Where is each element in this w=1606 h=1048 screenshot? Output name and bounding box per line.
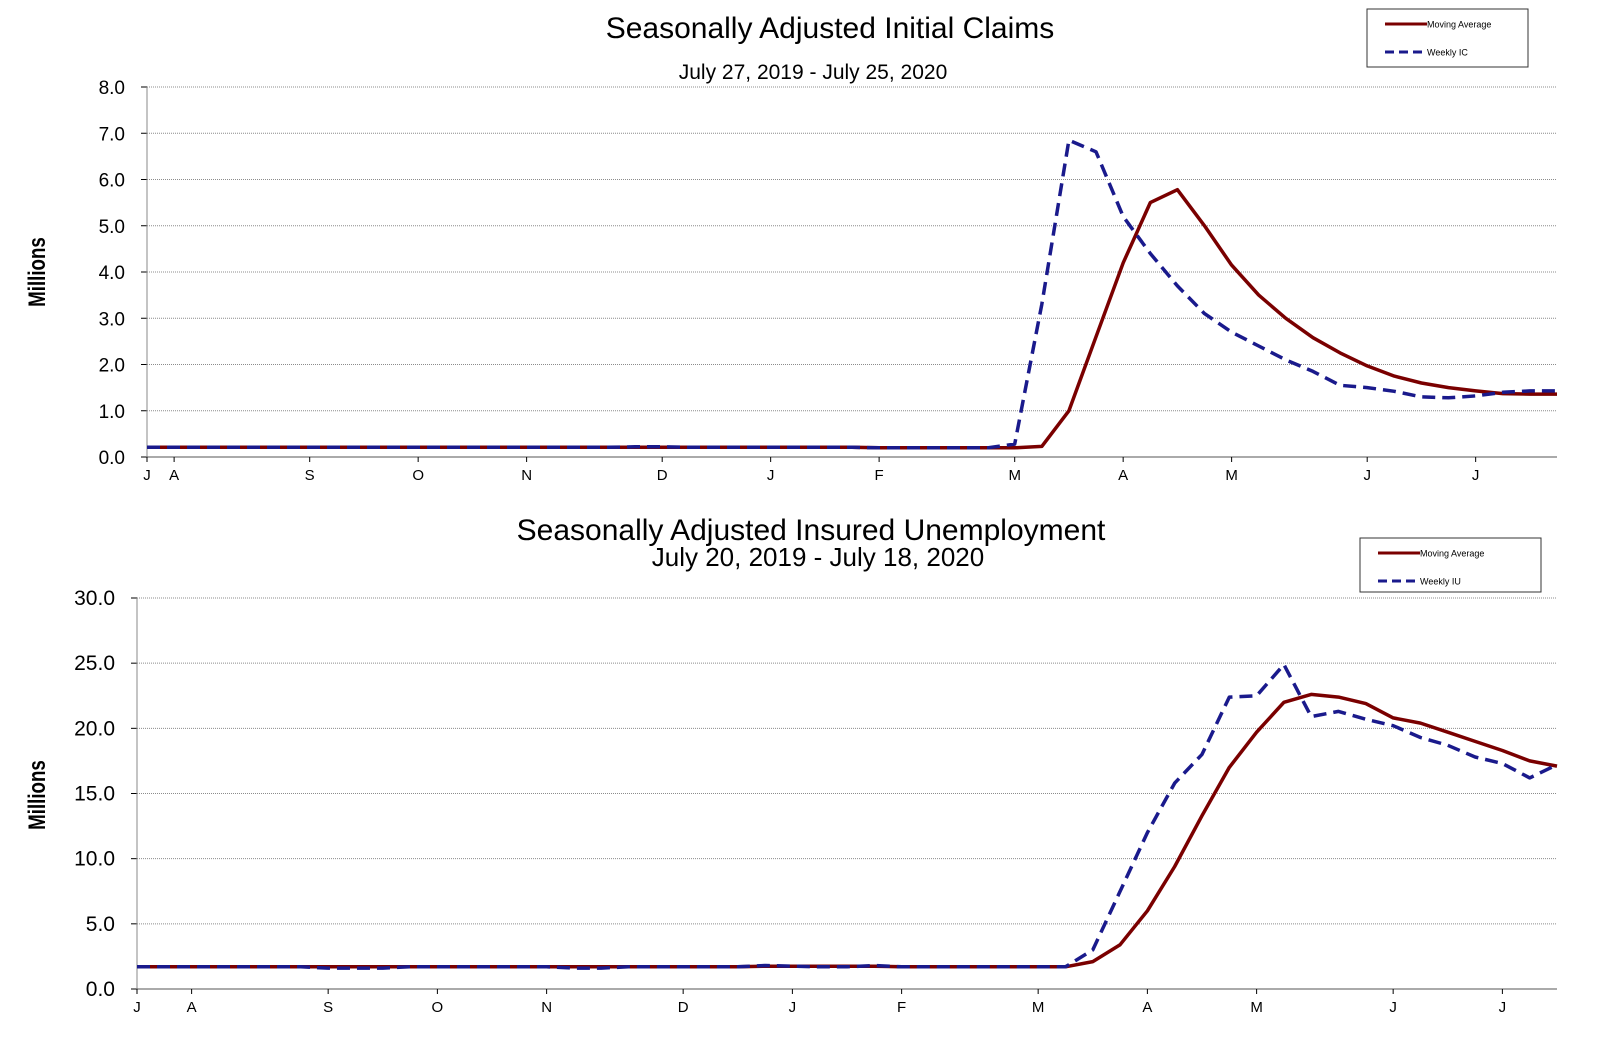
data-point xyxy=(1122,215,1125,218)
legend-label: Moving Average xyxy=(1427,20,1491,30)
y-axis-label: Millions xyxy=(24,760,51,830)
y-tick-label: 8.0 xyxy=(99,78,125,99)
x-tick-label: O xyxy=(412,467,424,484)
y-tick-label: 10.0 xyxy=(74,848,115,871)
chart-panel-2: Seasonally Adjusted Insured Unemployment… xyxy=(24,514,1558,1016)
legend-label: Weekly IU xyxy=(1420,577,1461,587)
chart-panel-1: Seasonally Adjusted Initial Claims July 2… xyxy=(24,8,1559,484)
y-tick-label: 7.0 xyxy=(99,124,125,145)
series-line-weekly xyxy=(137,662,1558,970)
x-tick-label: J xyxy=(143,467,151,484)
data-point xyxy=(1556,389,1559,392)
y-tick-label: 4.0 xyxy=(99,263,125,284)
y-tick-label: 5.0 xyxy=(86,913,115,936)
y-tick-label: 1.0 xyxy=(99,402,125,423)
legend: Moving Average Weekly IC xyxy=(1366,8,1529,68)
legend-label: Weekly IC xyxy=(1427,48,1468,58)
x-tick-label: J xyxy=(1363,467,1371,484)
chart-subtitle: July 20, 2019 - July 18, 2020 xyxy=(652,542,984,572)
y-tick-label: 5.0 xyxy=(99,217,125,238)
y-tick-label: 0.0 xyxy=(99,448,125,469)
x-tick-label: N xyxy=(521,467,532,484)
data-point xyxy=(1255,694,1258,697)
x-tick-label: O xyxy=(432,999,444,1016)
x-tick-label: F xyxy=(897,999,906,1016)
x-tick-label: A xyxy=(169,467,179,484)
y-tick-label: 3.0 xyxy=(99,309,125,330)
x-tick-label: J xyxy=(1472,467,1480,484)
x-tick-label: A xyxy=(187,999,197,1016)
data-point xyxy=(1310,715,1313,718)
x-tick-label: S xyxy=(305,467,315,484)
x-tick-label: N xyxy=(541,999,552,1016)
series-line-weekly xyxy=(147,138,1557,450)
data-point xyxy=(1067,139,1070,142)
x-tick-label: J xyxy=(1499,999,1507,1016)
y-tick-label: 2.0 xyxy=(99,356,125,377)
x-tick-label: D xyxy=(657,467,668,484)
x-tick-label: J xyxy=(1389,999,1397,1016)
data-point xyxy=(1339,384,1342,387)
x-tick-label: M xyxy=(1008,467,1021,484)
y-tick-label: 25.0 xyxy=(74,652,115,675)
x-tick-label: M xyxy=(1225,467,1238,484)
y-tick-label: 6.0 xyxy=(99,171,125,192)
legend-box xyxy=(1366,8,1529,68)
y-tick-label: 0.0 xyxy=(86,978,115,1001)
x-tick-label: S xyxy=(323,999,333,1016)
chart-subtitle: July 27, 2019 - July 25, 2020 xyxy=(679,61,948,84)
x-tick-label: A xyxy=(1142,999,1152,1016)
data-point xyxy=(1230,331,1233,334)
legend-label: Moving Average xyxy=(1420,549,1484,559)
x-tick-label: M xyxy=(1032,999,1045,1016)
y-tick-label: 20.0 xyxy=(74,717,115,740)
y-axis-label: Millions xyxy=(24,237,51,307)
y-tick-label: 30.0 xyxy=(74,587,115,610)
legend: Moving Average Weekly IU xyxy=(1359,537,1542,593)
data-point xyxy=(1501,762,1504,765)
x-tick-label: A xyxy=(1118,467,1128,484)
x-tick-label: M xyxy=(1250,999,1263,1016)
series-line-moving-average xyxy=(137,692,1558,969)
x-tick-label: F xyxy=(875,467,884,484)
x-tick-label: J xyxy=(767,467,775,484)
x-tick-label: D xyxy=(678,999,689,1016)
chart-title: Seasonally Adjusted Initial Claims xyxy=(606,12,1055,45)
legend-box xyxy=(1359,537,1542,593)
y-tick-label: 15.0 xyxy=(74,783,115,806)
x-tick-label: J xyxy=(133,999,141,1016)
x-tick-label: J xyxy=(789,999,797,1016)
chart-title: Seasonally Adjusted Insured Unemployment xyxy=(517,514,1106,547)
data-point xyxy=(1284,358,1287,361)
